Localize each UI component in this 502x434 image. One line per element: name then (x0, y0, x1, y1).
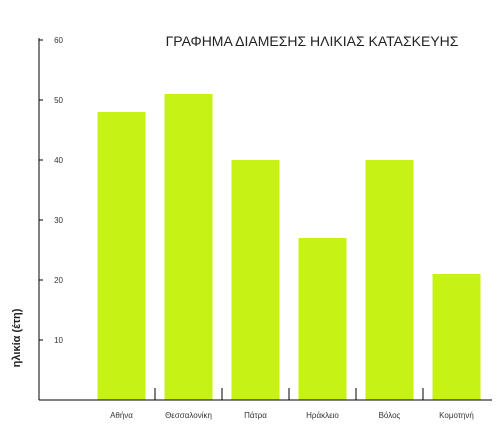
bar (231, 160, 280, 400)
y-tick-label: 30 (54, 216, 63, 225)
bars-group (97, 94, 481, 400)
bar (298, 238, 347, 400)
chart-title: ΓΡΑΦΗΜΑ ΔΙΑΜΕΣΗΣ ΗΛΙΚΙΑΣ ΚΑΤΑΣΚΕΥΗΣ (166, 33, 459, 49)
bar (365, 160, 414, 400)
y-axis-label: ηλικία (έτη) (11, 308, 23, 367)
x-labels-group: Αθήνα Θεσσαλονίκη Πάτρα Ηράκλειο Βόλος Κομοτη… (110, 411, 474, 420)
y-tick-label: 20 (54, 276, 63, 285)
y-tick-label: 10 (54, 336, 63, 345)
x-tick-label: Πάτρα (244, 411, 267, 420)
y-tick-label: 60 (54, 36, 63, 45)
x-tick-label: Κομοτηνή (439, 411, 474, 420)
bar (97, 112, 146, 400)
bar (432, 274, 481, 400)
x-tick-label: Βόλος (379, 411, 401, 420)
y-ticks-group: 10 20 30 40 50 60 (39, 36, 64, 345)
x-tick-label: Θεσσαλονίκη (165, 411, 212, 420)
bar (164, 94, 213, 400)
y-tick-label: 40 (54, 156, 63, 165)
x-tick-label: Ηράκλειο (306, 411, 339, 420)
x-tick-label: Αθήνα (110, 411, 133, 420)
y-tick-label: 50 (54, 96, 63, 105)
